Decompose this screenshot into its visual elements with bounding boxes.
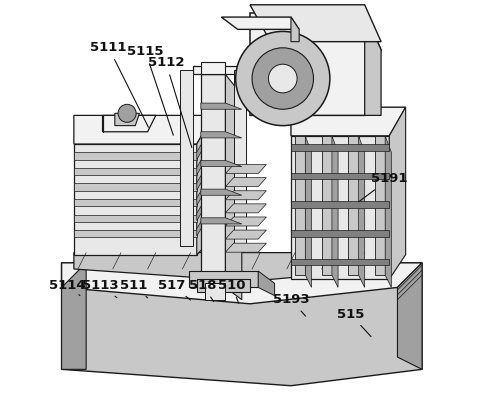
Polygon shape — [348, 136, 358, 275]
Polygon shape — [197, 139, 213, 175]
Polygon shape — [291, 259, 390, 266]
Polygon shape — [222, 17, 299, 29]
Polygon shape — [250, 66, 266, 91]
Polygon shape — [74, 230, 197, 238]
Polygon shape — [291, 17, 299, 42]
Text: 5111: 5111 — [90, 41, 148, 127]
Polygon shape — [322, 136, 332, 275]
Polygon shape — [234, 70, 246, 247]
Polygon shape — [74, 144, 197, 255]
Polygon shape — [201, 218, 242, 224]
Text: 5191: 5191 — [358, 172, 408, 202]
Polygon shape — [226, 178, 266, 187]
Polygon shape — [332, 136, 338, 287]
Circle shape — [118, 104, 136, 122]
Polygon shape — [115, 113, 140, 126]
Polygon shape — [197, 186, 213, 221]
Polygon shape — [358, 136, 364, 287]
Polygon shape — [390, 107, 406, 279]
Polygon shape — [250, 5, 381, 42]
Polygon shape — [205, 283, 226, 300]
Polygon shape — [62, 263, 422, 304]
Polygon shape — [258, 271, 274, 296]
Polygon shape — [291, 107, 406, 136]
Polygon shape — [74, 115, 213, 144]
Polygon shape — [74, 168, 197, 175]
Text: 518: 518 — [189, 279, 216, 302]
Polygon shape — [364, 13, 381, 115]
Polygon shape — [226, 243, 266, 252]
Polygon shape — [291, 201, 390, 208]
Text: 515: 515 — [336, 307, 371, 337]
Polygon shape — [197, 155, 213, 190]
Polygon shape — [201, 74, 226, 287]
Polygon shape — [201, 189, 242, 195]
Polygon shape — [398, 263, 422, 369]
Polygon shape — [62, 263, 422, 386]
Polygon shape — [226, 164, 266, 173]
Text: 5115: 5115 — [128, 45, 174, 135]
Text: 5113: 5113 — [82, 279, 119, 298]
Polygon shape — [226, 217, 266, 226]
Polygon shape — [197, 279, 250, 291]
Polygon shape — [226, 191, 266, 200]
Polygon shape — [74, 152, 197, 159]
Polygon shape — [226, 230, 266, 239]
Polygon shape — [295, 136, 306, 275]
Polygon shape — [226, 74, 242, 300]
Polygon shape — [180, 70, 192, 247]
Polygon shape — [74, 253, 402, 281]
Polygon shape — [375, 136, 385, 275]
Polygon shape — [197, 115, 213, 255]
Polygon shape — [197, 201, 213, 236]
Polygon shape — [201, 132, 242, 138]
Polygon shape — [291, 144, 390, 150]
Polygon shape — [226, 204, 266, 213]
Polygon shape — [291, 136, 390, 279]
Text: 5193: 5193 — [272, 293, 310, 316]
Polygon shape — [197, 124, 213, 159]
Polygon shape — [62, 263, 86, 369]
Polygon shape — [306, 136, 312, 287]
Polygon shape — [201, 160, 242, 166]
Polygon shape — [102, 115, 156, 132]
Polygon shape — [74, 183, 197, 191]
Polygon shape — [74, 215, 197, 222]
Polygon shape — [250, 13, 381, 115]
Polygon shape — [291, 230, 390, 237]
Polygon shape — [385, 136, 392, 287]
Polygon shape — [74, 199, 197, 206]
Text: 5112: 5112 — [148, 56, 192, 148]
Circle shape — [252, 48, 314, 109]
Polygon shape — [192, 66, 250, 74]
Polygon shape — [291, 173, 390, 179]
Circle shape — [236, 31, 330, 126]
Text: 511: 511 — [120, 279, 148, 298]
Text: 510: 510 — [218, 279, 246, 303]
Polygon shape — [197, 170, 213, 206]
Text: 517: 517 — [158, 279, 190, 300]
Circle shape — [268, 64, 297, 93]
Polygon shape — [201, 62, 226, 74]
Text: 5114: 5114 — [50, 279, 86, 296]
Polygon shape — [188, 271, 258, 287]
Polygon shape — [201, 103, 242, 109]
